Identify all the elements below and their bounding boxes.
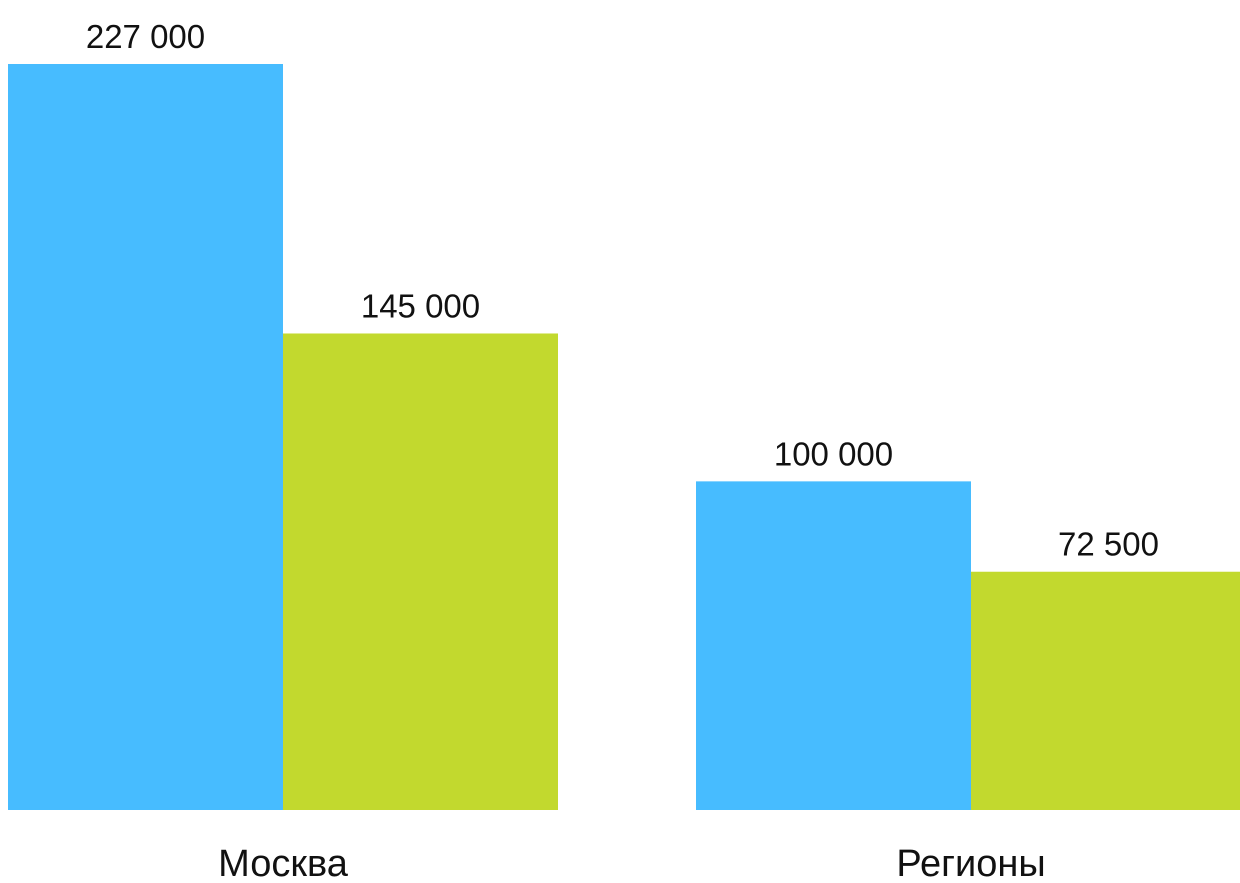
bar-regiony-series-1 [696,481,971,810]
bar-moskva-series-1 [8,64,283,810]
category-labels-layer: Москва Регионы [218,843,1046,883]
bar-regiony-series-2 [971,571,1240,810]
bar-moskva-series-2 [283,333,558,810]
bar-value-label: 145 000 [361,287,480,324]
category-label: Москва [218,843,349,883]
bar-value-label: 227 000 [86,18,205,55]
bar-value-label: 100 000 [774,435,893,472]
bars-layer [8,64,1240,810]
value-labels-layer: 227 000 145 000 100 000 72 500 [86,18,1159,563]
bar-value-label: 72 500 [1058,526,1159,563]
category-label: Регионы [896,843,1045,883]
